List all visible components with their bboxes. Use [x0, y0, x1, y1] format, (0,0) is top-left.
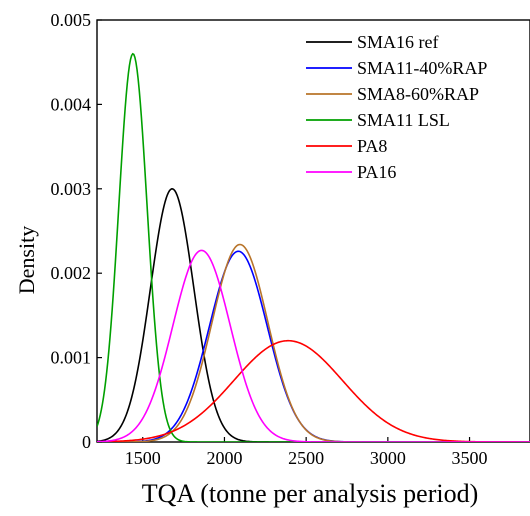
x-tick-label: 2500 [288, 448, 324, 468]
curves-group [97, 52, 530, 442]
y-tick-label: 0.005 [51, 10, 92, 30]
series-line [97, 52, 530, 442]
x-tick-label: 2000 [206, 448, 242, 468]
series-line [97, 249, 530, 442]
series-line [97, 243, 530, 442]
legend-label: PA8 [357, 136, 387, 156]
legend-label: PA16 [357, 162, 396, 182]
legend-label: SMA8-60%RAP [357, 84, 479, 104]
y-tick-label: 0.001 [51, 348, 92, 368]
y-axis-label: Density [14, 226, 39, 294]
legend-label: SMA11 LSL [357, 110, 450, 130]
legend-label: SMA16 ref [357, 32, 439, 52]
x-tick-label: 3000 [370, 448, 406, 468]
y-tick-label: 0.002 [51, 263, 92, 283]
x-tick-label: 3500 [452, 448, 488, 468]
y-tick-label: 0 [82, 432, 91, 452]
series-line [97, 250, 530, 442]
x-tick-label: 1500 [125, 448, 161, 468]
x-axis-label: TQA (tonne per analysis period) [142, 479, 478, 508]
legend-label: SMA11-40%RAP [357, 58, 487, 78]
y-tick-label: 0.003 [51, 179, 92, 199]
series-line [97, 188, 530, 442]
y-tick-label: 0.004 [51, 94, 92, 114]
